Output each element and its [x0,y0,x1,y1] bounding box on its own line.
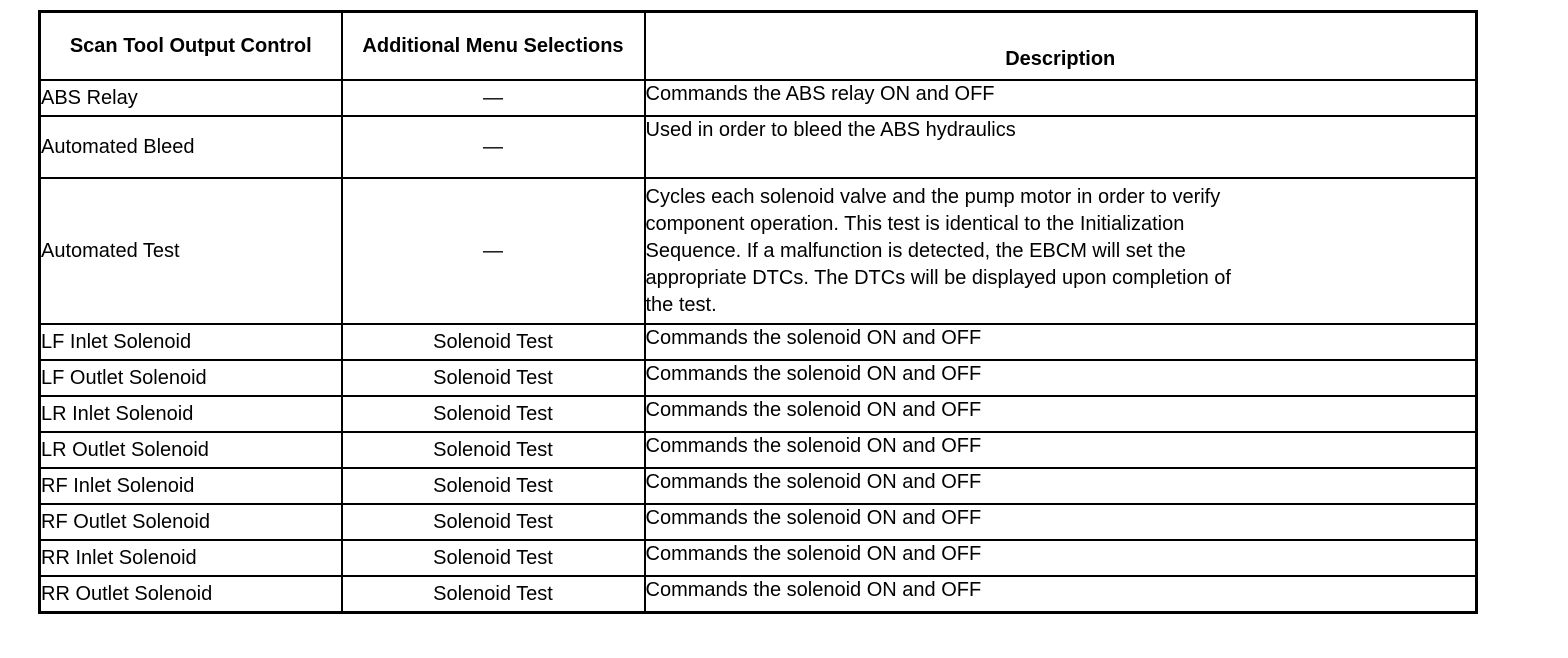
column-header-description: Description [643,10,1478,81]
cell-description: Commands the solenoid ON and OFF [643,575,1478,614]
table-row: LF Inlet Solenoid Solenoid Test Commands… [38,323,1478,361]
cell-description: Commands the solenoid ON and OFF [643,503,1478,541]
cell-description: Commands the solenoid ON and OFF [643,359,1478,397]
cell-output-control: RR Inlet Solenoid [38,539,343,577]
cell-menu-selection: — [340,177,646,325]
column-header-scan-tool-output-control: Scan Tool Output Control [38,10,343,81]
table-row: RR Outlet Solenoid Solenoid Test Command… [38,575,1478,614]
cell-menu-selection: Solenoid Test [340,575,646,614]
cell-output-control: LF Outlet Solenoid [38,359,343,397]
cell-output-control: RR Outlet Solenoid [38,575,343,614]
cell-menu-selection: Solenoid Test [340,539,646,577]
cell-description: Commands the solenoid ON and OFF [643,431,1478,469]
cell-output-control: Automated Test [38,177,343,325]
table-row: RR Inlet Solenoid Solenoid Test Commands… [38,539,1478,577]
cell-description: Commands the solenoid ON and OFF [643,467,1478,505]
table-row: Automated Bleed — Used in order to bleed… [38,115,1478,179]
cell-output-control: RF Inlet Solenoid [38,467,343,505]
cell-output-control: ABS Relay [38,79,343,117]
cell-description: Used in order to bleed the ABS hydraulic… [643,115,1478,179]
cell-output-control: Automated Bleed [38,115,343,179]
table-row: LR Inlet Solenoid Solenoid Test Commands… [38,395,1478,433]
table-row: LF Outlet Solenoid Solenoid Test Command… [38,359,1478,397]
table-row: RF Inlet Solenoid Solenoid Test Commands… [38,467,1478,505]
table-header-row: Scan Tool Output Control Additional Menu… [38,10,1478,81]
table-row: RF Outlet Solenoid Solenoid Test Command… [38,503,1478,541]
cell-menu-selection: — [340,115,646,179]
cell-menu-selection: Solenoid Test [340,323,646,361]
cell-menu-selection: Solenoid Test [340,431,646,469]
cell-description: Commands the solenoid ON and OFF [643,395,1478,433]
cell-output-control: LF Inlet Solenoid [38,323,343,361]
cell-menu-selection: Solenoid Test [340,395,646,433]
cell-menu-selection: — [340,79,646,117]
cell-description: Commands the solenoid ON and OFF [643,323,1478,361]
table-row: Automated Test — Cycles each solenoid va… [38,177,1478,325]
cell-output-control: LR Inlet Solenoid [38,395,343,433]
cell-description: Commands the ABS relay ON and OFF [643,79,1478,117]
table-row: LR Outlet Solenoid Solenoid Test Command… [38,431,1478,469]
cell-menu-selection: Solenoid Test [340,467,646,505]
cell-menu-selection: Solenoid Test [340,359,646,397]
cell-output-control: RF Outlet Solenoid [38,503,343,541]
cell-description: Cycles each solenoid valve and the pump … [643,177,1478,325]
cell-description: Commands the solenoid ON and OFF [643,539,1478,577]
table-row: ABS Relay — Commands the ABS relay ON an… [38,79,1478,117]
cell-output-control: LR Outlet Solenoid [38,431,343,469]
table-body: ABS Relay — Commands the ABS relay ON an… [38,79,1478,614]
scan-tool-output-controls-table: Scan Tool Output Control Additional Menu… [38,10,1478,614]
column-header-additional-menu-selections: Additional Menu Selections [340,10,646,81]
cell-menu-selection: Solenoid Test [340,503,646,541]
